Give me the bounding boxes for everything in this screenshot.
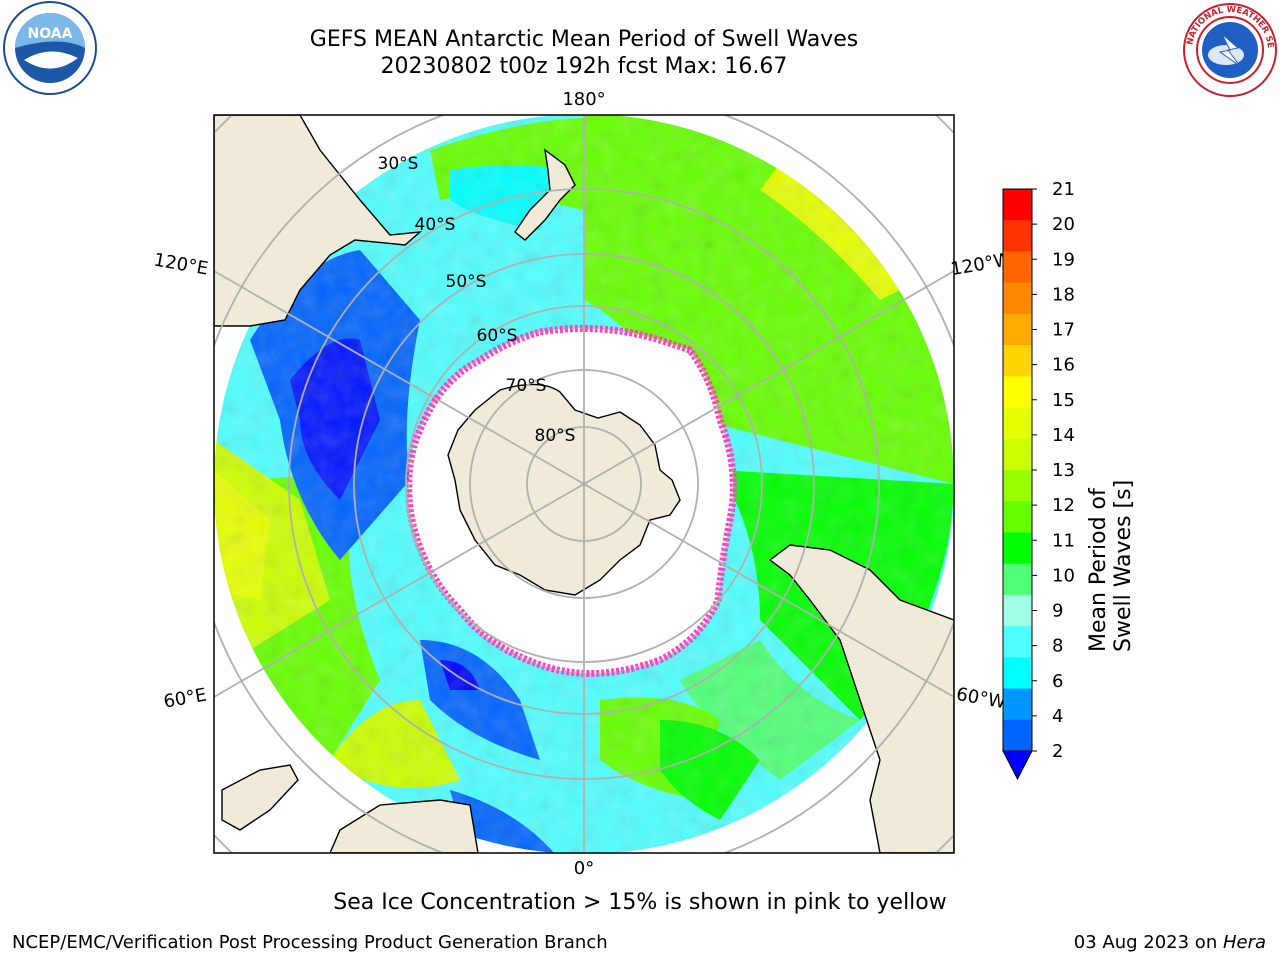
graticule (214, 115, 954, 853)
colorbar-swatch (1003, 313, 1032, 346)
colorbar-swatch (1003, 626, 1032, 658)
colorbar-swatch (1003, 376, 1032, 409)
colorbar-swatch (1003, 501, 1032, 533)
lon-label-0: 0° (574, 858, 594, 879)
lat-label-30s: 30°S (378, 154, 419, 174)
colorbar-extend-arrow (1002, 750, 1033, 781)
colorbar-tick-label: 14 (1052, 425, 1075, 446)
colorbar: 21 20 19 18 17 16 15 14 13 12 11 10 9 8 6 4 2 (1002, 179, 1075, 781)
lat-label-70s: 70°S (506, 376, 547, 396)
colorbar-swatch (1003, 282, 1032, 315)
colorbar-swatch (1003, 438, 1032, 471)
colorbar-swatch (1003, 470, 1032, 502)
colorbar-tick-label: 13 (1052, 460, 1075, 481)
colorbar-swatch (1003, 220, 1032, 252)
lat-label-80s: 80°S (535, 426, 576, 446)
colorbar-tick-label: 4 (1052, 706, 1063, 727)
colorbar-swatch (1003, 594, 1032, 627)
map-frame (213, 114, 955, 854)
colorbar-tick-label: 11 (1052, 530, 1075, 551)
colorbar-tick-label: 20 (1052, 214, 1075, 235)
colorbar-tick-label: 8 (1052, 636, 1063, 657)
colorbar-tick-label: 21 (1052, 179, 1075, 200)
colorbar-swatch (1003, 719, 1032, 752)
colorbar-swatch (1003, 532, 1032, 565)
lon-label-60w: 60°W (955, 684, 1008, 713)
nws-logo: NATIONAL WEATHER SERVICE (1178, 0, 1277, 97)
lon-label-120e: 120°E (152, 249, 210, 279)
footer-date-text: 03 Aug 2023 on (1073, 932, 1223, 953)
colorbar-swatch (1003, 688, 1032, 721)
colorbar-swatch (1003, 657, 1032, 690)
lat-label-60s: 60°S (477, 326, 518, 346)
colorbar-tick-label: 2 (1052, 741, 1063, 762)
lat-label-50s: 50°S (446, 272, 487, 292)
lat-label-40s: 40°S (415, 215, 456, 235)
lon-label-60e: 60°E (162, 684, 208, 712)
footer-machine: Hera (1222, 932, 1266, 953)
colorbar-swatch (1003, 189, 1032, 221)
noaa-logo: NOAA (3, 1, 97, 95)
colorbar-tick-label: 6 (1052, 671, 1063, 692)
colorbar-swatch (1003, 345, 1032, 377)
colorbar-tick-label: 9 (1052, 601, 1063, 622)
sea-ice-note: Sea Ice Concentration > 15% is shown in … (333, 890, 947, 915)
australia (214, 115, 423, 327)
colorbar-swatch (1003, 251, 1032, 284)
colorbar-tick-label: 10 (1052, 565, 1075, 586)
lon-label-180: 180° (562, 89, 605, 110)
colorbar-label: Mean Period of Swell Waves [s] (1086, 479, 1136, 652)
south-america (768, 544, 954, 853)
colorbar-tick-label: 16 (1052, 355, 1075, 376)
colorbar-tick-label: 19 (1052, 249, 1075, 270)
map-subtitle: 20230802 t00z 192h fcst Max: 16.67 (380, 54, 788, 79)
colorbar-tick-label: 15 (1052, 390, 1075, 411)
footer-date: 03 Aug 2023 on Hera (1074, 932, 1266, 953)
madagascar (221, 764, 299, 831)
noaa-logo-text: NOAA (28, 26, 73, 42)
colorbar-tick-label: 12 (1052, 495, 1075, 516)
antarctica-land (447, 383, 681, 596)
map-title: GEFS MEAN Antarctic Mean Period of Swell… (309, 27, 859, 52)
colorbar-swatch (1003, 407, 1032, 440)
continents (214, 115, 954, 853)
colorbar-tick-label: 17 (1052, 320, 1075, 341)
footer-credit: NCEP/EMC/Verification Post Processing Pr… (12, 932, 608, 953)
colorbar-tick-label: 18 (1052, 284, 1075, 305)
colorbar-swatch (1003, 563, 1032, 596)
new-zealand (514, 148, 576, 241)
